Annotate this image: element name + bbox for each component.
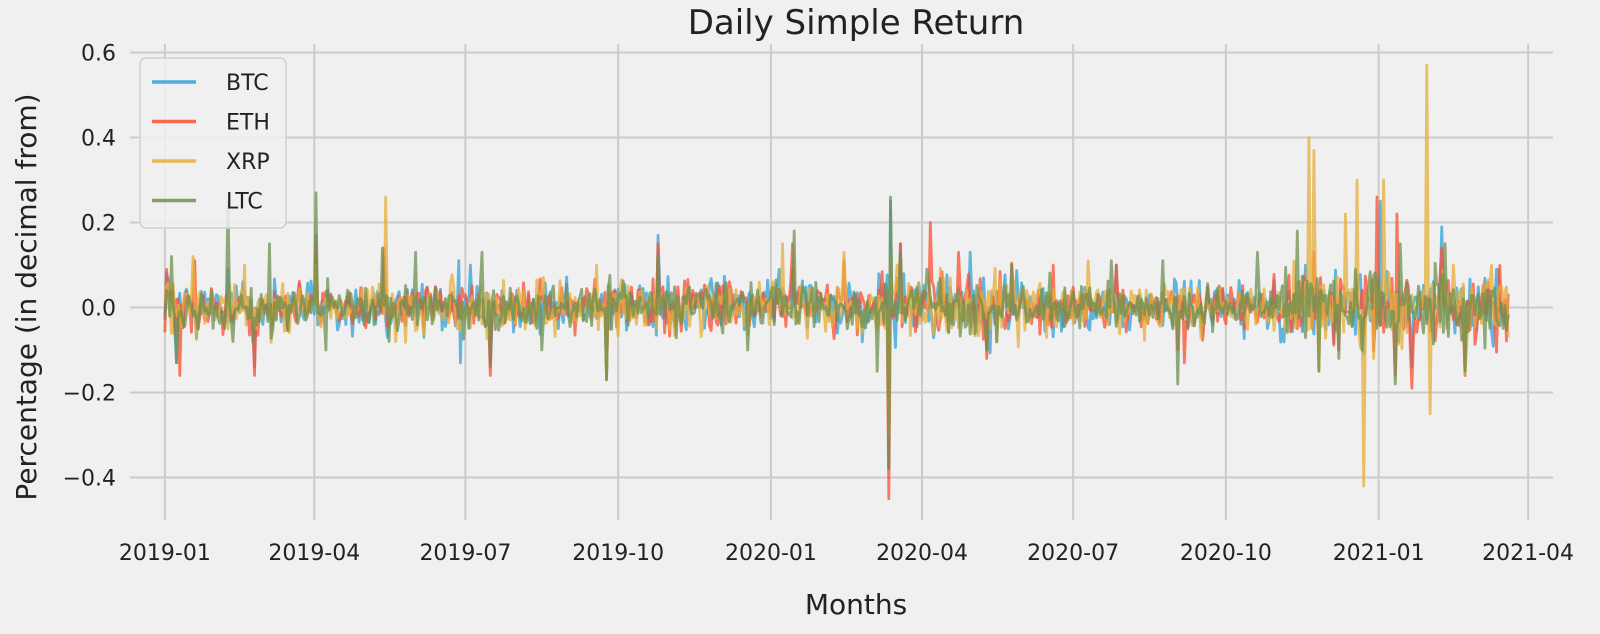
x-axis-ticks: 2019-01 2019-04 2019-07 2019-10 2020-01 2020-… [119,541,1574,566]
x-tick-label: 2020-04 [876,541,968,566]
x-tick-label: 2021-04 [1482,541,1574,566]
series-line-ltc [163,191,1510,471]
legend-label-xrp: XRP [226,150,270,175]
y-tick-label: 0.4 [81,127,116,152]
series-lines [163,63,1510,501]
legend-label-btc: BTC [226,71,269,96]
y-tick-label: 0.0 [81,297,116,322]
legend-label-ltc: LTC [226,190,263,215]
gridlines [130,44,1553,520]
legend: BTC ETH XRP LTC [139,57,287,229]
x-tick-label: 2019-04 [268,541,360,566]
x-tick-label: 2019-01 [119,541,211,566]
x-tick-label: 2020-10 [1180,541,1272,566]
y-tick-label: −0.4 [63,467,116,492]
legend-frame [139,57,287,229]
x-tick-label: 2021-01 [1333,541,1425,566]
y-tick-label: 0.6 [81,42,116,67]
x-axis-label: Months [805,588,907,621]
x-tick-label: 2019-10 [572,541,664,566]
y-axis-label: Percentage (in decimal from) [10,93,43,500]
y-axis-ticks: −0.4 −0.2 0.0 0.2 0.4 0.6 [63,42,116,492]
chart-title: Daily Simple Return [688,3,1025,43]
x-tick-label: 2019-07 [419,541,511,566]
x-tick-label: 2020-01 [725,541,817,566]
y-tick-label: 0.2 [81,212,116,237]
y-tick-label: −0.2 [63,382,116,407]
x-tick-label: 2020-07 [1027,541,1119,566]
legend-label-eth: ETH [226,111,270,136]
